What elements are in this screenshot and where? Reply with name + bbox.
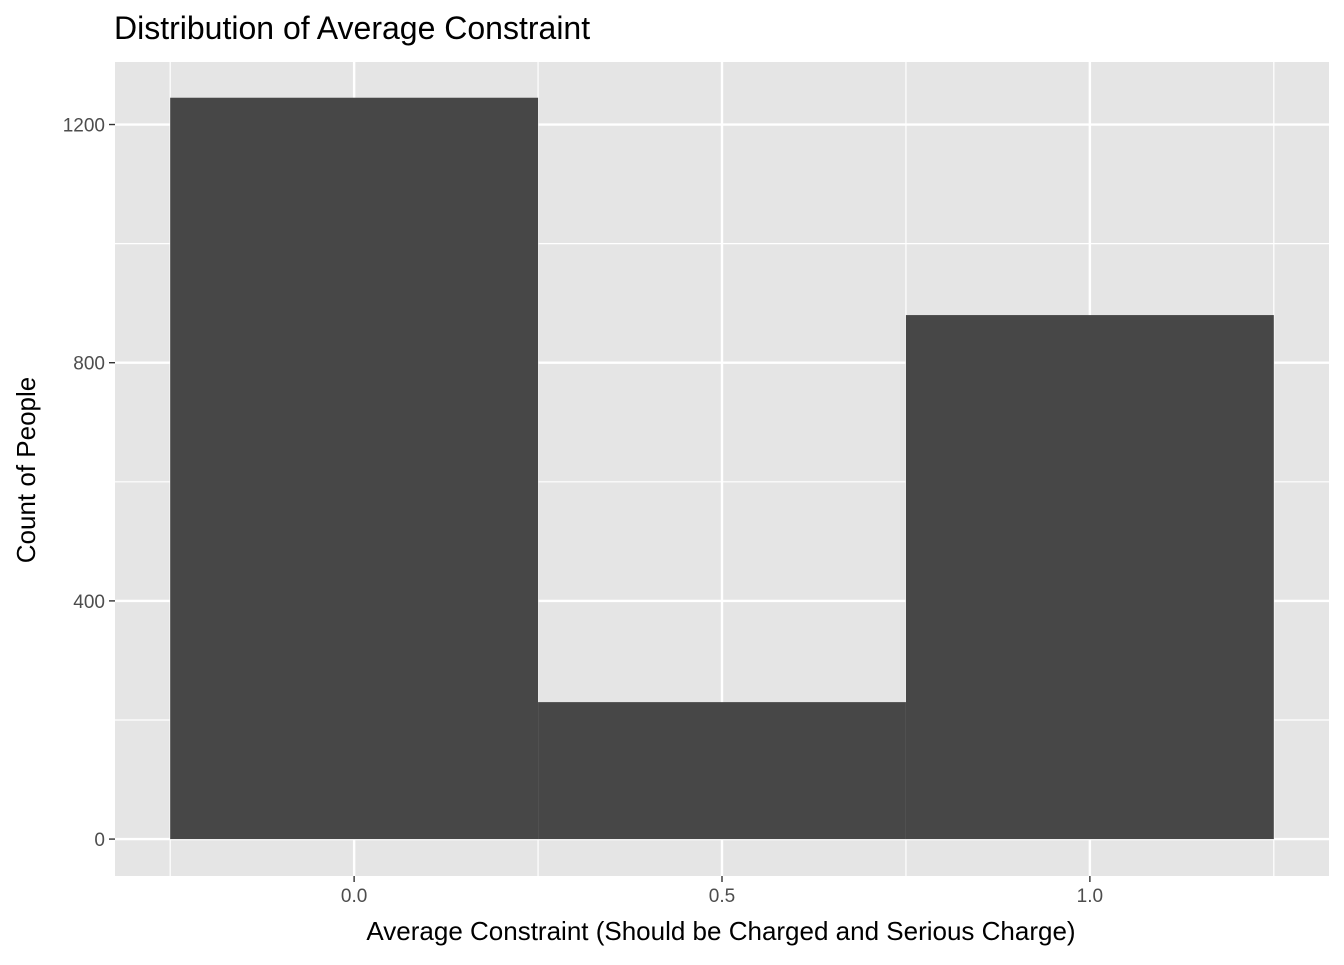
y-axis-title: Count of People bbox=[11, 377, 41, 563]
x-axis-title: Average Constraint (Should be Charged an… bbox=[366, 916, 1075, 946]
y-tick-label: 0 bbox=[94, 830, 105, 851]
bars bbox=[170, 97, 1274, 840]
x-tick-label: 0.0 bbox=[341, 886, 367, 907]
chart-title: Distribution of Average Constraint bbox=[114, 10, 590, 46]
y-tick-label: 800 bbox=[73, 354, 105, 375]
x-tick-label: 0.5 bbox=[709, 886, 735, 907]
histogram-bar bbox=[538, 702, 906, 840]
axes: 0.0 0.5 1.0 0 400 800 1200 bbox=[63, 116, 1103, 907]
histogram-bar bbox=[170, 97, 539, 840]
histogram-bar bbox=[905, 315, 1274, 840]
x-tick-label: 1.0 bbox=[1077, 886, 1103, 907]
y-tick-label: 400 bbox=[73, 592, 105, 613]
y-tick-label: 1200 bbox=[63, 116, 105, 137]
